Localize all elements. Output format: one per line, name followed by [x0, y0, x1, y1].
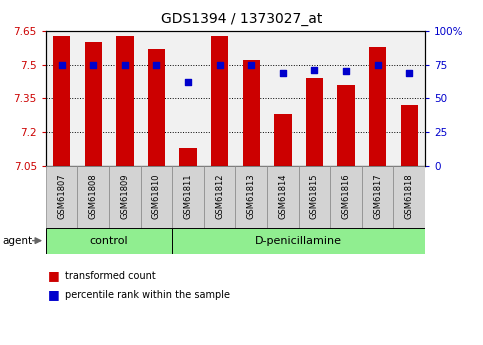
Text: GSM61808: GSM61808	[89, 174, 98, 219]
Point	[153, 62, 160, 68]
Text: GSM61812: GSM61812	[215, 174, 224, 219]
Point	[342, 69, 350, 74]
Bar	[85, 42, 102, 166]
Bar	[116, 36, 134, 166]
Bar	[204, 166, 236, 228]
Bar	[172, 31, 204, 166]
Bar	[211, 36, 228, 166]
Bar	[172, 166, 204, 228]
Point	[58, 62, 66, 68]
Bar	[306, 78, 323, 166]
Point	[405, 70, 413, 76]
Text: GSM61816: GSM61816	[341, 174, 351, 219]
Bar	[298, 166, 330, 228]
Bar	[148, 49, 165, 166]
Text: GSM61813: GSM61813	[247, 174, 256, 219]
Bar	[141, 166, 172, 228]
Text: GSM61818: GSM61818	[405, 174, 414, 219]
Bar	[330, 31, 362, 166]
Text: D-penicillamine: D-penicillamine	[255, 236, 342, 246]
Text: GSM61809: GSM61809	[120, 174, 129, 219]
Bar	[204, 31, 236, 166]
Bar	[236, 31, 267, 166]
Text: GSM61807: GSM61807	[57, 174, 66, 219]
Text: agent: agent	[2, 236, 32, 246]
Bar	[369, 47, 386, 166]
Bar	[179, 148, 197, 166]
Text: ■: ■	[48, 288, 60, 302]
Bar	[298, 31, 330, 166]
Bar	[362, 31, 394, 166]
Text: GDS1394 / 1373027_at: GDS1394 / 1373027_at	[161, 12, 322, 26]
Point	[279, 70, 287, 76]
Bar	[46, 31, 77, 166]
Text: control: control	[90, 236, 128, 246]
Text: transformed count: transformed count	[65, 271, 156, 281]
Bar	[337, 85, 355, 166]
Bar	[394, 31, 425, 166]
Point	[89, 62, 97, 68]
Point	[216, 62, 224, 68]
Bar	[394, 166, 425, 228]
Point	[247, 62, 255, 68]
Bar	[109, 31, 141, 166]
Bar	[53, 36, 71, 166]
Text: GSM61815: GSM61815	[310, 174, 319, 219]
Bar	[267, 31, 298, 166]
Bar	[141, 31, 172, 166]
Point	[311, 67, 318, 73]
Bar	[242, 60, 260, 166]
Text: GSM61814: GSM61814	[278, 174, 287, 219]
Text: percentile rank within the sample: percentile rank within the sample	[65, 290, 230, 300]
Text: GSM61810: GSM61810	[152, 174, 161, 219]
Bar	[400, 105, 418, 166]
Bar	[77, 166, 109, 228]
Point	[374, 62, 382, 68]
Bar	[236, 166, 267, 228]
Bar	[267, 166, 298, 228]
Bar	[274, 114, 292, 166]
Point	[121, 62, 129, 68]
Bar	[172, 228, 425, 254]
Bar	[46, 228, 172, 254]
Bar	[77, 31, 109, 166]
Bar	[46, 166, 77, 228]
Text: GSM61811: GSM61811	[184, 174, 193, 219]
Bar	[109, 166, 141, 228]
Point	[184, 79, 192, 85]
Bar	[330, 166, 362, 228]
Text: ■: ■	[48, 269, 60, 283]
Bar	[362, 166, 394, 228]
Text: GSM61817: GSM61817	[373, 174, 382, 219]
